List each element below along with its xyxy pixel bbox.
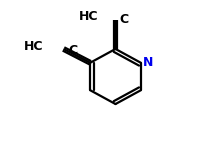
- Text: HC: HC: [24, 40, 43, 53]
- Text: C: C: [119, 13, 128, 26]
- Text: N: N: [142, 56, 152, 69]
- Text: C: C: [68, 44, 77, 57]
- Text: HC: HC: [79, 10, 98, 22]
